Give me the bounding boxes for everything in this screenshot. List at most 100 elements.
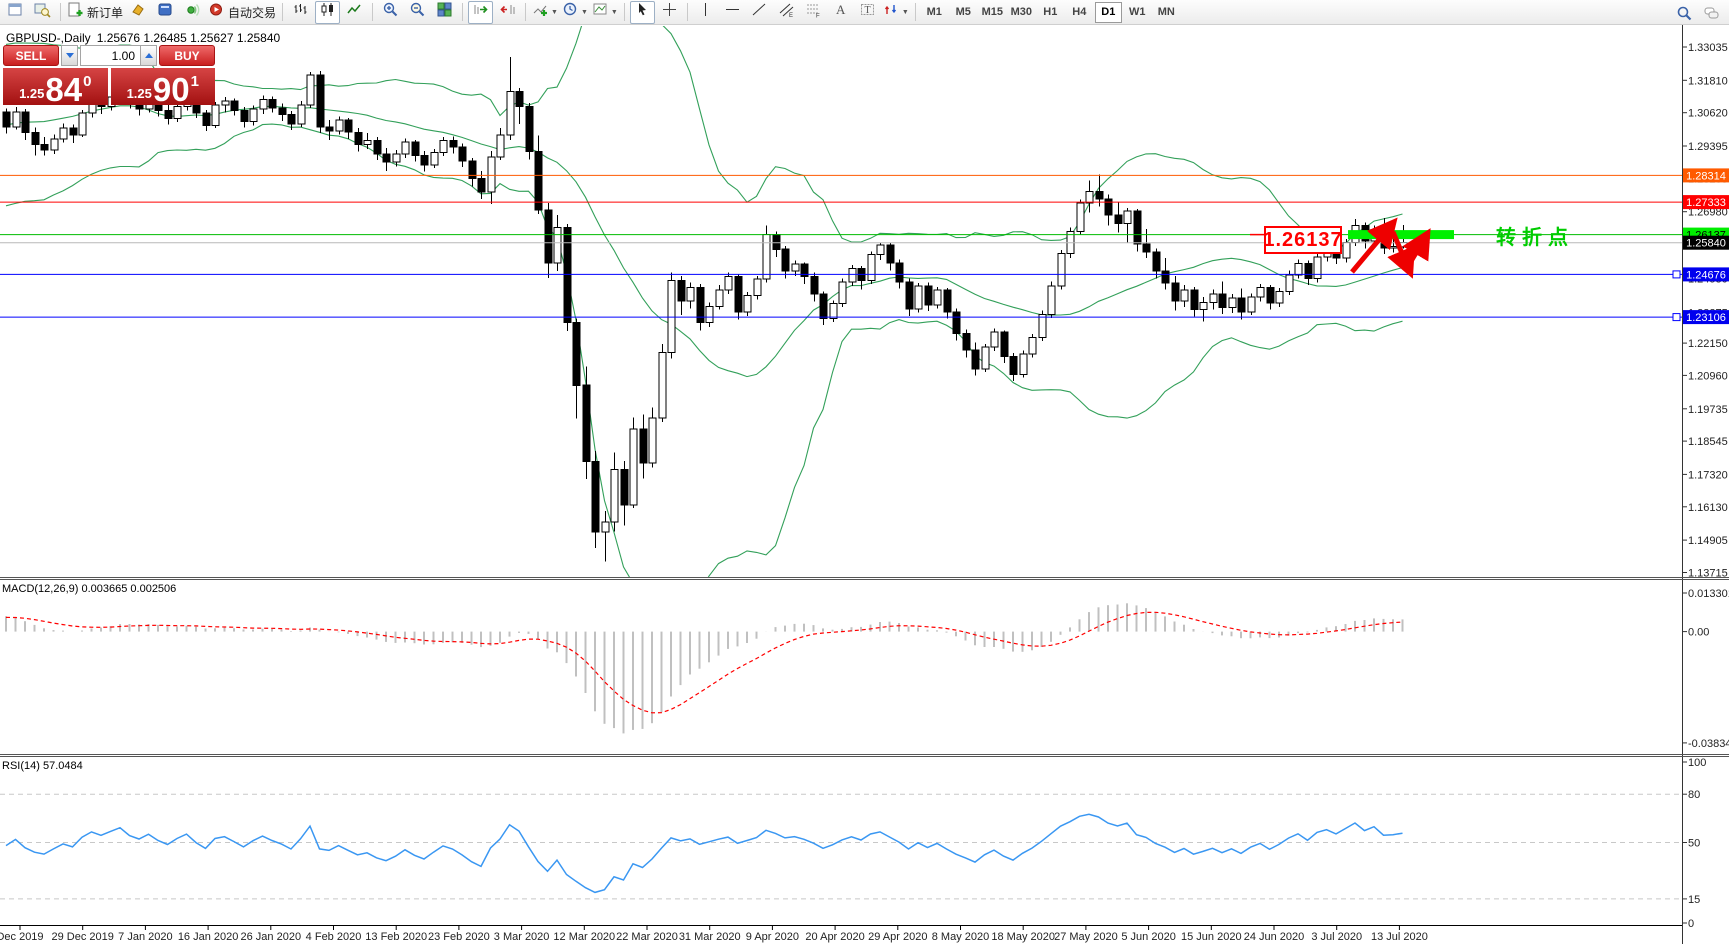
- price-axis[interactable]: 1.330351.318101.306201.293951.282051.269…: [1682, 42, 1729, 930]
- candles-chart-button[interactable]: [315, 0, 341, 24]
- chart-window-icon: [7, 1, 24, 23]
- chart-shift-button[interactable]: [495, 1, 520, 24]
- vline-button[interactable]: [693, 1, 718, 24]
- red-arrow-up-2[interactable]: [1402, 228, 1431, 265]
- toolbar-separator: [525, 3, 527, 21]
- sell-price-panel[interactable]: 1.25 84 0: [3, 68, 108, 108]
- axis-tick-label: 1.30620: [1688, 108, 1728, 120]
- chart-annotations[interactable]: [1250, 217, 1454, 279]
- timeframe-h4-button[interactable]: H4: [1072, 6, 1087, 18]
- text-icon: A: [832, 1, 849, 23]
- price-callout-box[interactable]: 1.26137: [1263, 226, 1342, 254]
- sell-price-point: 0: [83, 73, 92, 90]
- chart-canvas[interactable]: 1.330351.318101.306201.293951.282051.269…: [0, 25, 1729, 944]
- timeframe-m15-button[interactable]: M15: [981, 6, 1003, 18]
- hline-button[interactable]: [720, 1, 745, 24]
- price-badge-1.28314: [1683, 168, 1729, 183]
- date-tick-label: 26 Jan 2020: [241, 931, 302, 943]
- chevron-down-icon: ▼: [580, 8, 588, 16]
- date-tick-label: 29 Apr 2020: [868, 931, 927, 943]
- label-icon: T: [859, 1, 876, 23]
- time-axis[interactable]: Dec 2019 29 Dec 2019 7 Jan 2020 16 Jan 2020…: [0, 926, 1428, 943]
- buy-button[interactable]: BUY: [159, 45, 215, 66]
- toolbar: 新订单 自动交易 ▼ ▼ ▼ E F A T ▼ M1 M5 M15 M30 H1 H4 D1 W1 MN: [0, 0, 1729, 25]
- date-tick-label: 20 Apr 2020: [805, 931, 864, 943]
- zoom-out-button[interactable]: [405, 1, 430, 24]
- timeframe-m1-button[interactable]: M1: [926, 6, 942, 18]
- toolbar-separator: [462, 3, 464, 21]
- timeframe-mn-button[interactable]: MN: [1157, 6, 1175, 18]
- macd-panel: [5, 603, 1404, 734]
- line-selection-handle[interactable]: [1672, 313, 1681, 322]
- templates-button[interactable]: ▼: [591, 1, 619, 24]
- autotrading-button[interactable]: 自动交易: [207, 1, 277, 24]
- zoom-in-button[interactable]: [378, 1, 403, 24]
- crosshair-button[interactable]: [657, 1, 682, 24]
- date-tick-label: 12 Mar 2020: [553, 931, 615, 943]
- bars-chart-button[interactable]: [288, 1, 313, 24]
- volume-down-button[interactable]: [61, 45, 78, 66]
- toolbar-separator: [282, 3, 284, 21]
- toolbox-button[interactable]: [126, 1, 151, 24]
- cursor-button[interactable]: [629, 0, 655, 24]
- text-button[interactable]: A: [828, 1, 853, 24]
- price-badge-1.24676: [1683, 267, 1729, 282]
- label-button[interactable]: T: [855, 1, 880, 24]
- indicators-button[interactable]: ▼: [531, 1, 559, 24]
- red-arrow-up-1[interactable]: [1350, 217, 1398, 274]
- fibonacci-button[interactable]: F: [801, 1, 826, 24]
- macd-signal-line: [5, 611, 1403, 714]
- bars-chart-icon: [292, 1, 309, 23]
- svg-text:T: T: [864, 5, 870, 16]
- timeframe-m30-button[interactable]: M30: [1010, 6, 1032, 18]
- turning-point-label[interactable]: 转折点: [1496, 227, 1574, 249]
- bollinger-middle-band: [5, 105, 1403, 378]
- axis-tick-label: 15: [1688, 894, 1700, 906]
- line-chart-button[interactable]: [342, 1, 367, 24]
- date-tick-label: 7 Jan 2020: [118, 931, 172, 943]
- periods-icon: [562, 1, 579, 23]
- new-order-button[interactable]: 新订单: [66, 1, 124, 24]
- rsi-line: [5, 813, 1403, 894]
- autotrading-label: 自动交易: [228, 5, 277, 20]
- arrows-button[interactable]: ▼: [882, 1, 910, 24]
- chart-ohlc-values: 1.25676 1.26485 1.25627 1.25840: [96, 31, 281, 45]
- tile-windows-icon: [436, 1, 453, 23]
- axis-tick-label: 1.31810: [1688, 75, 1728, 87]
- chart-window-button[interactable]: [3, 1, 28, 24]
- axis-tick-label: 1.19735: [1688, 404, 1728, 416]
- channel-button[interactable]: E: [774, 1, 799, 24]
- date-tick-label: Dec 2019: [0, 931, 44, 943]
- timeframe-w1-button[interactable]: W1: [1129, 6, 1146, 18]
- axis-tick-label: 0.00: [1688, 627, 1709, 639]
- buy-price-pips: 90: [152, 70, 190, 108]
- date-tick-label: 8 May 2020: [932, 931, 989, 943]
- periods-button[interactable]: ▼: [561, 1, 589, 24]
- profiles-button[interactable]: [30, 1, 55, 24]
- date-tick-label: 3 Mar 2020: [494, 931, 550, 943]
- chat-button[interactable]: [1699, 2, 1724, 25]
- sell-price-pips: 84: [45, 70, 83, 108]
- date-tick-label: 27 May 2020: [1054, 931, 1118, 943]
- volume-input[interactable]: 1.00: [80, 45, 141, 66]
- sell-button[interactable]: SELL: [3, 45, 59, 66]
- tile-windows-button[interactable]: [432, 1, 457, 24]
- new-order-icon: [67, 1, 84, 23]
- timeframe-h1-button[interactable]: H1: [1043, 6, 1058, 18]
- trendline-button[interactable]: [747, 1, 772, 24]
- green-resistance-bar[interactable]: [1348, 230, 1454, 240]
- buy-price-panel[interactable]: 1.25 90 1: [110, 68, 215, 108]
- metaeditor-button[interactable]: [153, 1, 178, 24]
- date-tick-label: 4 Feb 2020: [306, 931, 362, 943]
- timeframe-d1-button[interactable]: D1: [1094, 1, 1122, 23]
- search-button[interactable]: [1672, 2, 1697, 25]
- price-badge-label: 1.27333: [1686, 197, 1726, 209]
- auto-scroll-button[interactable]: [468, 0, 494, 24]
- svg-text:A: A: [836, 2, 846, 17]
- volume-up-button[interactable]: [141, 45, 157, 66]
- timeframe-m5-button[interactable]: M5: [955, 6, 971, 18]
- date-tick-label: 13 Feb 2020: [365, 931, 427, 943]
- line-selection-handle[interactable]: [1672, 270, 1681, 279]
- broadcast-button[interactable]: [180, 1, 205, 24]
